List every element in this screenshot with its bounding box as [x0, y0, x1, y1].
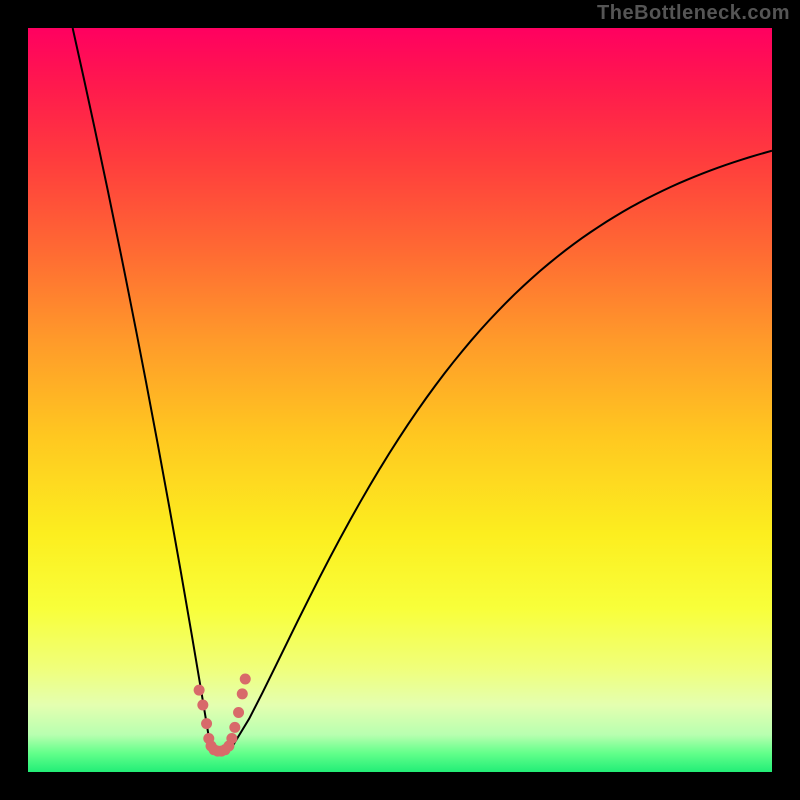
marker-point: [201, 718, 212, 729]
marker-point: [226, 733, 237, 744]
curve-layer: [28, 28, 772, 772]
marker-point: [233, 707, 244, 718]
curve-left: [73, 28, 211, 746]
marker-point: [240, 674, 251, 685]
marker-point: [197, 700, 208, 711]
marker-point: [229, 722, 240, 733]
watermark-text: TheBottleneck.com: [597, 2, 790, 25]
marker-point: [237, 688, 248, 699]
plot-area: [28, 28, 772, 772]
marker-cluster: [194, 674, 251, 757]
marker-point: [194, 685, 205, 696]
curve-right: [233, 151, 772, 746]
